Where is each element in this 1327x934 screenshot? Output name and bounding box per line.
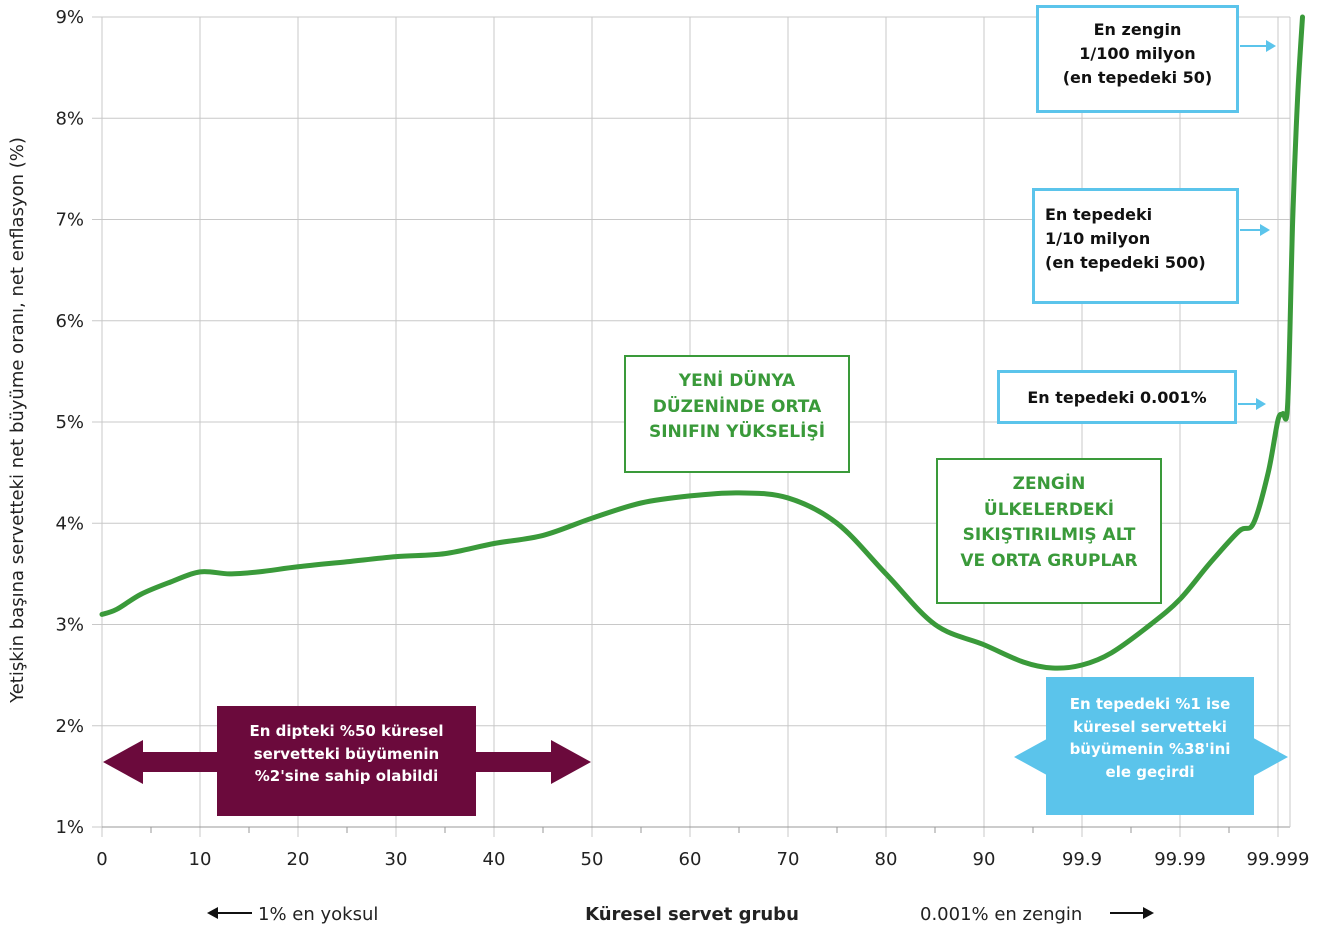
top-0001-arrow-head bbox=[1256, 398, 1266, 410]
bottom-50-callout: En dipteki %50 küresel servetteki büyüme… bbox=[217, 706, 476, 816]
x-tick-label: 99.99 bbox=[1154, 849, 1206, 870]
top-500-callout: En tepedeki 1/10 milyon (en tepedeki 500… bbox=[1032, 188, 1239, 304]
y-tick-label: 2% bbox=[55, 716, 84, 737]
x-tick-label: 99.9 bbox=[1062, 849, 1102, 870]
top-50-callout: En zengin 1/100 milyon (en tepedeki 50) bbox=[1036, 5, 1239, 113]
x-tick-label: 50 bbox=[581, 849, 604, 870]
top-0001-callout: En tepedeki 0.001% bbox=[997, 370, 1237, 424]
top-500-line-1: En tepedeki bbox=[1045, 205, 1153, 224]
x-tick-label: 90 bbox=[973, 849, 996, 870]
x-tick-label: 40 bbox=[483, 849, 506, 870]
x-tick-label: 0 bbox=[96, 849, 107, 870]
squeezed-groups-callout: ZENGİN ÜLKELERDEKİ SIKIŞTIRILMIŞ ALT VE … bbox=[936, 458, 1162, 604]
x-tick-label: 20 bbox=[287, 849, 310, 870]
x-tick-label: 30 bbox=[385, 849, 408, 870]
x-tick-label: 10 bbox=[189, 849, 212, 870]
squeezed-line-2: ÜLKELERDEKİ bbox=[983, 499, 1115, 520]
y-tick-label: 4% bbox=[55, 513, 84, 534]
top-50-arrow-head bbox=[1266, 40, 1276, 52]
y-tick-label: 3% bbox=[55, 615, 84, 636]
y-tick-label: 1% bbox=[55, 817, 84, 838]
top-1-line-1: En tepedeki %1 ise bbox=[1069, 695, 1231, 713]
x-tick-label: 60 bbox=[679, 849, 702, 870]
top-1-line-3: büyümenin %38'ini bbox=[1069, 740, 1231, 758]
top-500-line-3: (en tepedeki 500) bbox=[1045, 253, 1206, 272]
x-label-right: 0.001% en zengin bbox=[920, 904, 1082, 925]
bottom-50-line-2: servetteki büyümenin bbox=[253, 744, 440, 763]
y-axis-label: Yetişkin başına servetteki net büyüme or… bbox=[7, 137, 28, 704]
top-1-line-4: ele geçirdi bbox=[1105, 762, 1195, 781]
x-axis-label: Küresel servet grubu bbox=[585, 904, 799, 925]
x-tick-label: 99.999 bbox=[1247, 849, 1310, 870]
bottom-50-line-3: %2'sine sahip olabildi bbox=[254, 767, 439, 785]
middle-class-line-2: DÜZENİNDE ORTA bbox=[652, 396, 822, 417]
y-tick-label: 7% bbox=[55, 210, 84, 231]
y-tick-label: 8% bbox=[55, 108, 84, 129]
x-axis-caption: 1% en yoksul Küresel servet grubu 0.001%… bbox=[207, 904, 1154, 925]
top-500-line-2: 1/10 milyon bbox=[1045, 229, 1151, 248]
bottom-50-line-1: En dipteki %50 küresel bbox=[249, 722, 444, 740]
middle-class-callout: YENİ DÜNYA DÜZENİNDE ORTA SINIFIN YÜKSEL… bbox=[624, 355, 850, 473]
top-500-arrow-head bbox=[1260, 224, 1270, 236]
x-tick-label: 80 bbox=[875, 849, 898, 870]
middle-class-line-1: YENİ DÜNYA bbox=[678, 371, 796, 391]
squeezed-line-1: ZENGİN bbox=[1012, 474, 1086, 494]
middle-class-line-3: SINIFIN YÜKSELİŞİ bbox=[648, 422, 826, 442]
top-50-line-2: 1/100 milyon bbox=[1079, 44, 1196, 63]
y-tick-label: 5% bbox=[55, 412, 84, 433]
top-0001-line-1: En tepedeki 0.001% bbox=[1027, 388, 1207, 407]
squeezed-line-3: SIKIŞTIRILMIŞ ALT bbox=[962, 525, 1136, 545]
y-tick-label: 9% bbox=[55, 7, 84, 28]
top-50-line-3: (en tepedeki 50) bbox=[1062, 68, 1213, 87]
y-tick-label: 6% bbox=[55, 311, 84, 332]
tick-labels: 1% 2% 3% 4% 5% 6% 7% 8% 9% 0 10 20 30 40 50 60 70 80 90 99.… bbox=[55, 7, 1309, 870]
x-tick-label: 70 bbox=[777, 849, 800, 870]
growth-line bbox=[99, 14, 1305, 671]
top-50-line-1: En zengin bbox=[1093, 20, 1182, 39]
x-label-left: 1% en yoksul bbox=[258, 904, 378, 925]
top-1-callout: En tepedeki %1 ise küresel servetteki bü… bbox=[1046, 677, 1254, 815]
squeezed-line-4: VE ORTA GRUPLAR bbox=[960, 550, 1138, 571]
top-1-line-2: küresel servetteki bbox=[1073, 717, 1227, 736]
